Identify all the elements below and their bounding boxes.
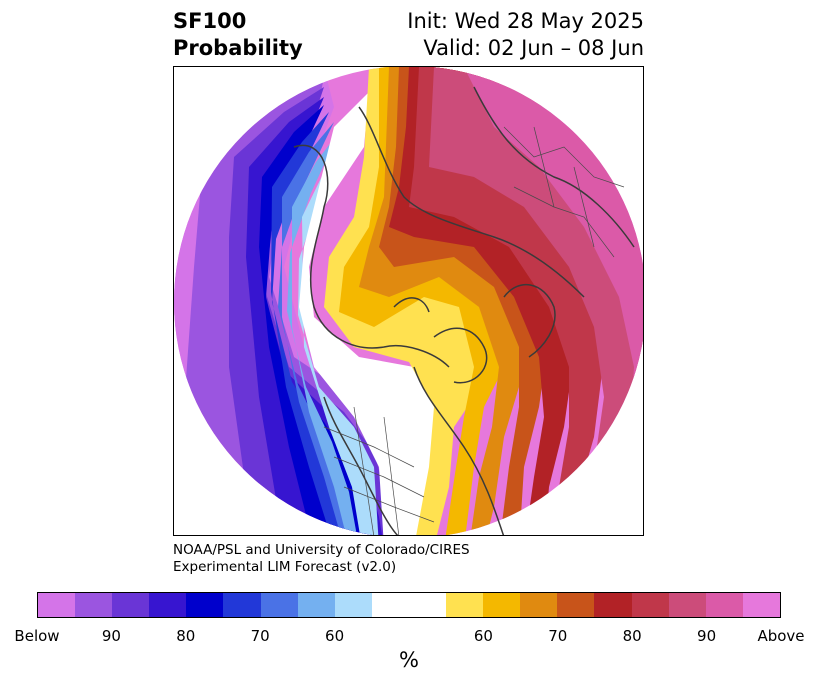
colorbar-tick-label: 80	[176, 627, 196, 645]
colorbar-tick-label: Above	[757, 627, 805, 645]
colorbar-tick-label: 70	[548, 627, 568, 645]
colorbar-segment	[520, 593, 558, 617]
colorbar-segment	[668, 593, 706, 617]
colorbar-segment	[557, 593, 595, 617]
colorbar-unit: %	[399, 648, 419, 672]
colorbar-segment	[594, 593, 632, 617]
colorbar-segment	[260, 593, 298, 617]
colorbar-tick-label: 60	[473, 627, 493, 645]
colorbar-segment	[483, 593, 521, 617]
below-light-band	[298, 142, 379, 535]
colorbar-segment	[223, 593, 261, 617]
credit: NOAA/PSL and University of Colorado/CIRE…	[173, 542, 470, 576]
colorbar-tick-label: 80	[622, 627, 642, 645]
polar-map	[174, 67, 643, 535]
colorbar-segment	[38, 593, 76, 617]
colorbar-segment	[742, 593, 780, 617]
colorbar-segment	[75, 593, 113, 617]
probability-field	[174, 67, 643, 535]
credit-line-1: NOAA/PSL and University of Colorado/CIRE…	[173, 542, 470, 558]
colorbar-tick-label: 60	[325, 627, 345, 645]
title-probability: Probability	[173, 36, 303, 60]
above-90b-band	[409, 67, 604, 535]
title-left: SF100 Probability	[173, 8, 303, 62]
below-70-band	[246, 97, 384, 535]
colorbar-segment	[297, 593, 335, 617]
credit-line-2: Experimental LIM Forecast (v2.0)	[173, 559, 397, 575]
colorbar-segment	[334, 593, 372, 617]
colorbar-segment	[631, 593, 669, 617]
colorbar-tick-label: 90	[697, 627, 717, 645]
colorbar-segment	[186, 593, 224, 617]
title-variable: SF100	[173, 9, 247, 33]
map-panel	[173, 66, 644, 536]
colorbar-segment	[112, 593, 150, 617]
near-normal-region	[299, 92, 444, 535]
colorbar-tick-label: 90	[101, 627, 121, 645]
valid-range: Valid: 02 Jun – 08 Jun	[423, 36, 644, 60]
title-right: Init: Wed 28 May 2025 Valid: 02 Jun – 08…	[407, 8, 644, 62]
coastlines	[293, 86, 635, 535]
colorbar-segment	[371, 593, 409, 617]
init-date: Init: Wed 28 May 2025	[407, 9, 644, 33]
colorbar	[37, 592, 781, 618]
colorbar-segment	[408, 593, 447, 617]
colorbar-segment	[705, 593, 743, 617]
borders	[323, 126, 625, 535]
colorbar-tick-label: 70	[250, 627, 270, 645]
colorbar-segment	[446, 593, 484, 617]
colorbar-tick-label: Below	[14, 627, 60, 645]
colorbar-segment	[149, 593, 187, 617]
